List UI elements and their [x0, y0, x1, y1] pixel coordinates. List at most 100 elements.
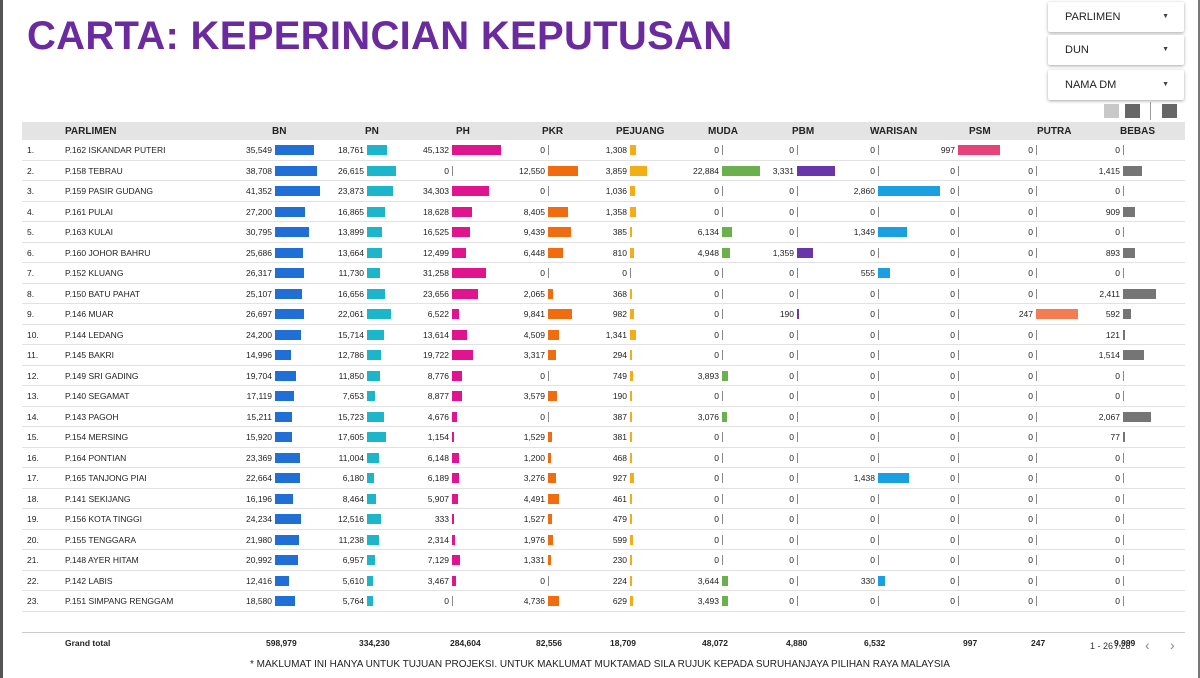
table-row[interactable]: 6. P.160 JOHOR BAHRU 25,686 13,664 12,499 6,4…	[22, 243, 1185, 263]
table-row[interactable]: 9. P.146 MUAR 26,697 22,061 6,522 9,841 982 0 19…	[22, 304, 1185, 325]
cell-pn-bar	[367, 493, 376, 504]
table-row[interactable]: 21. P.148 AYER HITAM 20,992 6,957 7,129 1,331…	[22, 550, 1185, 571]
cell-bn-value: 27,200	[246, 206, 272, 217]
cell-bn-value: 12,416	[246, 575, 272, 586]
cell-pkr-bar	[548, 329, 559, 340]
cell-ph-value: 23,656	[423, 288, 449, 299]
cell-psm-value: 0	[950, 596, 955, 606]
cell-bn-bar	[275, 268, 304, 278]
header-putra[interactable]: PUTRA	[1037, 126, 1072, 137]
cell-muda-bar	[722, 227, 732, 237]
cell-pejuang-bar	[630, 309, 634, 319]
header-pejuang[interactable]: PEJUANG	[616, 126, 665, 137]
cell-warisan-bar	[878, 247, 879, 258]
table-row[interactable]: 23. P.151 SIMPANG RENGGAM 18,580 5,764 0 4,73…	[22, 591, 1185, 612]
cell-ph-bar	[452, 596, 453, 606]
cell-warisan-value: 0	[870, 247, 875, 258]
cell-pkr-value: 1,331	[523, 555, 545, 565]
dun-dropdown[interactable]: DUN ▼	[1048, 35, 1184, 65]
cell-pkr-bar	[548, 452, 551, 463]
cell-pbm-value: 3,331	[772, 165, 794, 176]
table-row[interactable]: 2. P.158 TEBRAU 38,708 26,615 0 12,550 3,859 22…	[22, 161, 1185, 181]
cell-ph-bar	[452, 370, 462, 381]
table-row[interactable]: 3. P.159 PASIR GUDANG 41,352 23,873 34,303 0 1…	[22, 181, 1185, 202]
table-row[interactable]: 19. P.156 KOTA TINGGI 24,234 12,516 333 1,527…	[22, 509, 1185, 530]
cell-muda-bar	[722, 411, 727, 422]
cell-pn-bar	[367, 555, 375, 565]
cell-muda-bar	[722, 370, 728, 381]
cell-bn-value: 15,211	[246, 411, 272, 422]
table-row[interactable]: 12. P.149 SRI GADING 19,704 11,850 8,776 0 749…	[22, 366, 1185, 386]
table-row[interactable]: 4. P.161 PULAI 27,200 16,865 18,628 8,405 1,35…	[22, 202, 1185, 222]
cell-ph-value: 5,907	[427, 493, 449, 504]
cell-pejuang-bar	[630, 288, 632, 299]
table-row[interactable]: 22. P.142 LABIS 12,416 5,610 3,467 0 224 3,644 0…	[22, 571, 1185, 591]
cell-pkr-value: 9,841	[523, 309, 545, 319]
light-toggle-square[interactable]	[1104, 104, 1119, 118]
cell-ph-bar	[452, 473, 459, 483]
cell-putra-value: 0	[1028, 555, 1033, 565]
row-parlimen-name: P.164 PONTIAN	[65, 452, 127, 463]
cell-muda-bar	[722, 596, 728, 606]
cell-psm-value: 0	[950, 555, 955, 565]
row-parlimen-name: P.141 SEKIJANG	[65, 493, 131, 504]
cell-pn-bar	[367, 247, 382, 258]
cell-ph-value: 16,525	[423, 227, 449, 237]
dark-toggle-square-2[interactable]	[1162, 104, 1177, 118]
header-warisan[interactable]: WARISAN	[870, 126, 918, 137]
cell-putra-bar	[1036, 575, 1037, 586]
cell-pbm-value: 0	[789, 452, 794, 463]
cell-ph-bar	[452, 514, 454, 524]
parlimen-dropdown[interactable]: PARLIMEN ▼	[1048, 2, 1184, 32]
chevron-left-icon[interactable]: ‹	[1145, 637, 1150, 653]
cell-muda-value: 0	[714, 555, 719, 565]
cell-pbm-bar	[797, 473, 798, 483]
cell-pejuang-bar	[630, 145, 636, 155]
cell-bn-value: 24,234	[246, 514, 272, 524]
cell-warisan-bar	[878, 411, 879, 422]
header-ph[interactable]: PH	[456, 126, 470, 137]
table-row[interactable]: 20. P.155 TENGGARA 21,980 11,238 2,314 1,976 5…	[22, 530, 1185, 550]
cell-ph-value: 6,148	[427, 452, 449, 463]
table-row[interactable]: 18. P.141 SEKIJANG 16,196 8,464 5,907 4,491 46…	[22, 489, 1185, 509]
header-bebas[interactable]: BEBAS	[1120, 126, 1156, 137]
header-psm[interactable]: PSM	[969, 126, 991, 137]
cell-psm-value: 0	[950, 411, 955, 422]
header-pbm[interactable]: PBM	[792, 126, 815, 137]
cell-warisan-bar	[878, 145, 879, 155]
table-row[interactable]: 17. P.165 TANJONG PIAI 22,664 6,180 6,189 3,2…	[22, 468, 1185, 489]
cell-putra-bar	[1036, 493, 1037, 504]
table-row[interactable]: 13. P.140 SEGAMAT 17,119 7,653 8,877 3,579 190…	[22, 386, 1185, 407]
cell-pkr-value: 4,736	[523, 596, 545, 606]
table-row[interactable]: 16. P.164 PONTIAN 23,369 11,004 6,148 1,200 46…	[22, 448, 1185, 468]
table-row[interactable]: 7. P.152 KLUANG 26,317 11,730 31,258 0 0 0 0 555 0…	[22, 263, 1185, 284]
cell-bn-bar	[275, 473, 300, 483]
cell-warisan-value: 1,349	[853, 227, 875, 237]
cell-putra-value: 0	[1028, 329, 1033, 340]
table-row[interactable]: 14. P.143 PAGOH 15,211 15,723 4,676 0 387 3,076…	[22, 407, 1185, 427]
table-row[interactable]: 1. P.162 ISKANDAR PUTERI 35,549 18,761 45,13…	[22, 140, 1185, 161]
table-row[interactable]: 15. P.154 MERSING 15,920 17,605 1,154 1,529 38…	[22, 427, 1185, 448]
nama-dm-dropdown[interactable]: NAMA DM ▼	[1048, 70, 1184, 100]
cell-pejuang-value: 468	[612, 452, 627, 463]
table-row[interactable]: 11. P.145 BAKRI 14,996 12,786 19,722 3,317 294…	[22, 345, 1185, 366]
cell-warisan-value: 0	[870, 370, 875, 381]
cell-bebas-bar	[1123, 288, 1156, 299]
table-row[interactable]: 10. P.144 LEDANG 24,200 15,714 13,614 4,509 1,…	[22, 325, 1185, 345]
cell-warisan-value: 0	[870, 452, 875, 463]
dark-toggle-square[interactable]	[1125, 104, 1140, 118]
header-bn[interactable]: BN	[272, 126, 287, 137]
cell-bebas-value: 0	[1115, 534, 1120, 545]
cell-muda-bar	[722, 391, 723, 401]
header-pkr[interactable]: PKR	[542, 126, 564, 137]
cell-ph-bar	[452, 145, 501, 155]
cell-muda-bar	[722, 145, 723, 155]
header-parlimen[interactable]: PARLIMEN	[65, 126, 117, 137]
header-muda[interactable]: MUDA	[708, 126, 738, 137]
table-row[interactable]: 5. P.163 KULAI 30,795 13,899 16,525 9,439 385 6…	[22, 222, 1185, 243]
table-row[interactable]: 8. P.150 BATU PAHAT 25,107 16,656 23,656 2,06…	[22, 284, 1185, 304]
header-pn[interactable]: PN	[365, 126, 379, 137]
cell-bn-value: 21,980	[246, 534, 272, 545]
cell-pbm-value: 0	[789, 411, 794, 422]
chevron-right-icon[interactable]: ›	[1170, 637, 1175, 653]
